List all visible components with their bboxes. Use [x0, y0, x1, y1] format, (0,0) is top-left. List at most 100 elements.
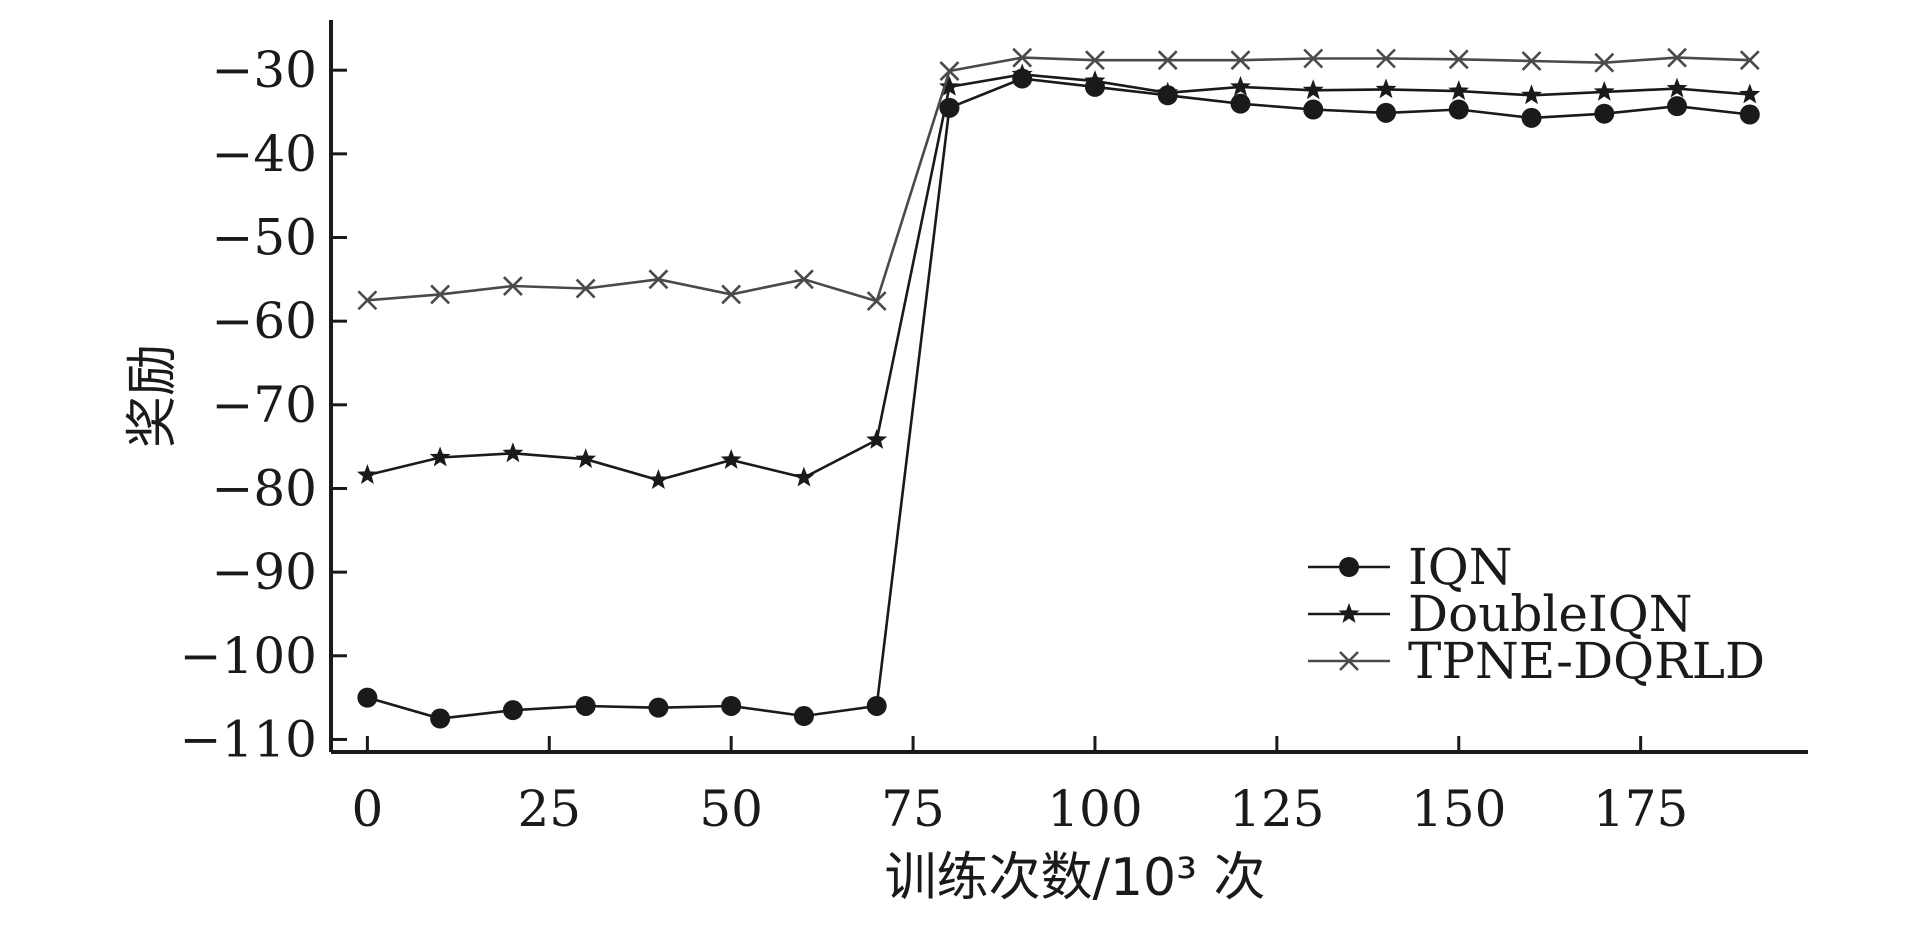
- x-marker-stroke: [1339, 651, 1359, 671]
- data-point: [1739, 104, 1760, 125]
- x-marker-stroke: [1594, 52, 1615, 73]
- x-tick-label: 0: [351, 780, 383, 838]
- legend-marker: [1339, 557, 1359, 577]
- data-point: [1230, 75, 1251, 96]
- data-point: [356, 464, 378, 484]
- x-marker-stroke: [1012, 47, 1033, 68]
- data-point: [1302, 79, 1324, 100]
- data-point: [1157, 81, 1179, 102]
- x-marker-stroke: [1667, 47, 1687, 68]
- x-marker-stroke: [575, 278, 596, 299]
- data-point: [430, 708, 451, 729]
- data-point: [1594, 52, 1615, 73]
- data-point: [1666, 77, 1688, 98]
- x-marker-stroke: [1230, 50, 1251, 71]
- legend-label: DoubleIQN: [1408, 585, 1692, 643]
- data-point: [1376, 102, 1396, 123]
- series-line: [367, 77, 1750, 720]
- x-tick-label: 175: [1593, 780, 1688, 838]
- data-point: [1521, 107, 1542, 128]
- data-point: [1448, 99, 1469, 120]
- data-point: [502, 442, 524, 463]
- data-point: [1303, 99, 1324, 120]
- x-marker-stroke: [1085, 50, 1105, 71]
- data-point: [939, 75, 960, 96]
- x-marker-stroke: [648, 269, 669, 290]
- data-point: [866, 291, 887, 312]
- data-point: [866, 695, 887, 716]
- y-tick-label: −100: [180, 627, 317, 685]
- x-marker-stroke: [502, 276, 523, 296]
- legend-label: TPNE-DQRLD: [1408, 632, 1765, 690]
- series-layer: [356, 47, 1761, 729]
- data-point: [430, 284, 451, 305]
- legend-item-iqn: IQN: [1308, 538, 1513, 596]
- data-point: [1594, 103, 1615, 124]
- data-point: [1521, 51, 1542, 71]
- y-tick-label: −110: [180, 710, 317, 768]
- data-point: [1376, 48, 1396, 69]
- y-tick-label: −70: [211, 376, 317, 434]
- x-marker-stroke: [866, 291, 887, 312]
- data-point: [721, 284, 742, 305]
- data-point: [1375, 78, 1397, 99]
- data-point: [502, 700, 523, 721]
- series-doubleiqn: [356, 63, 1761, 489]
- series-line: [367, 56, 1750, 303]
- x-tick-label: 50: [699, 780, 763, 838]
- data-point: [1667, 96, 1688, 117]
- data-point: [1012, 47, 1033, 68]
- data-point: [1230, 50, 1251, 71]
- y-axis-title: 奖励: [123, 344, 183, 448]
- axes-layer: −30 −40 −50 −60 −70 −80 −90 −100 −110 0 25 50 75 100 1…: [180, 20, 1808, 838]
- x-tick-label: 75: [881, 780, 945, 838]
- data-point: [1157, 50, 1178, 71]
- x-marker-stroke: [1303, 48, 1324, 69]
- data-point: [1739, 83, 1761, 104]
- x-marker-stroke: [1739, 50, 1760, 71]
- x-axis-title: 训练次数/10³ 次: [884, 848, 1265, 908]
- legend-item-doubleiqn: DoubleIQN: [1308, 585, 1692, 643]
- x-marker-stroke: [794, 269, 814, 290]
- x-tick-label: 125: [1229, 780, 1324, 838]
- data-point: [720, 449, 742, 469]
- y-tick-label: −80: [211, 459, 317, 517]
- x-marker-stroke: [939, 61, 960, 81]
- series-line: [367, 73, 1750, 482]
- x-marker-stroke: [721, 284, 742, 305]
- data-point: [794, 269, 814, 290]
- data-point: [793, 706, 814, 727]
- x-marker-stroke: [357, 290, 378, 311]
- data-point: [1448, 80, 1470, 100]
- legend-label: IQN: [1408, 538, 1513, 596]
- x-tick-label: 25: [517, 780, 581, 838]
- data-point: [1667, 47, 1687, 68]
- x-tick-label: 100: [1047, 780, 1142, 838]
- data-point: [1303, 48, 1324, 69]
- data-point: [721, 695, 742, 716]
- data-point: [1739, 50, 1760, 71]
- series-tpne-dqrld: [357, 47, 1760, 312]
- x-marker-stroke: [430, 284, 451, 305]
- x-marker-stroke: [1376, 48, 1396, 69]
- y-tick-label: −60: [211, 292, 317, 350]
- data-point: [648, 469, 669, 489]
- x-marker-stroke: [1448, 49, 1469, 70]
- data-point: [575, 695, 596, 716]
- data-point: [866, 429, 888, 449]
- data-point: [939, 61, 960, 81]
- data-point: [1230, 93, 1251, 114]
- x-marker-stroke: [1157, 50, 1178, 71]
- data-point: [1448, 49, 1469, 70]
- data-point: [1011, 63, 1033, 84]
- data-point: [648, 697, 669, 718]
- data-point: [575, 448, 597, 469]
- data-point: [1593, 80, 1615, 101]
- legend-marker: [1339, 651, 1359, 671]
- data-point: [575, 278, 596, 299]
- data-point: [357, 687, 378, 708]
- data-point: [1085, 50, 1105, 71]
